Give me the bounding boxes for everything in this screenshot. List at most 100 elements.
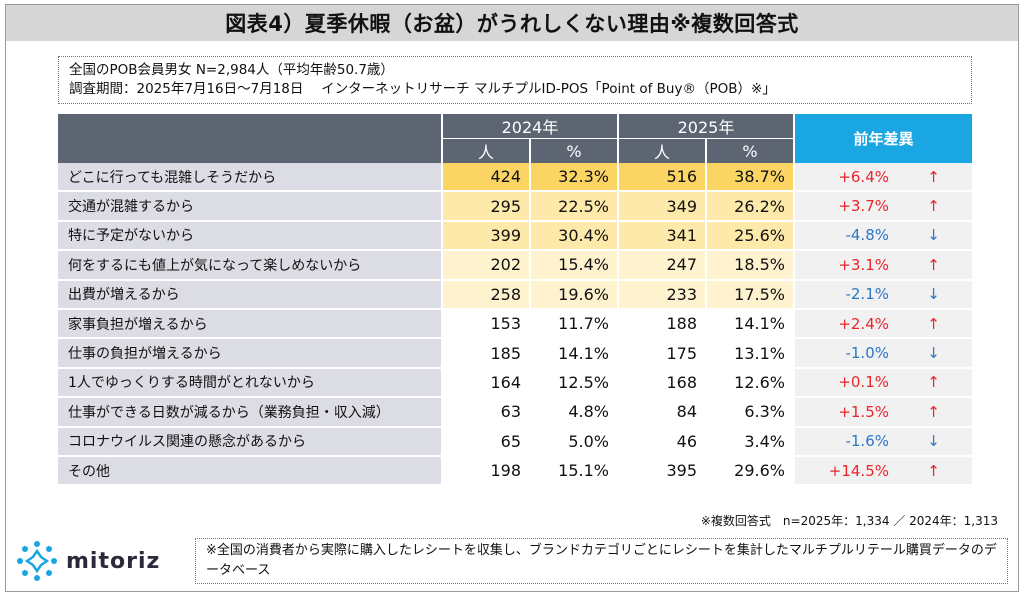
diff-value: +14.5% (795, 456, 895, 487)
mitoriz-logo: mitoriz (16, 540, 160, 582)
count-2024: 153 (443, 309, 531, 340)
count-2024: 202 (443, 251, 531, 281)
count-2024: 185 (443, 339, 531, 369)
arrow-down-icon: ↓ (895, 280, 972, 310)
pct-2024: 15.1% (531, 456, 619, 487)
pct-2025: 18.5% (707, 251, 795, 281)
pct-2025: 26.2% (707, 192, 795, 222)
count-2025: 168 (619, 368, 707, 399)
arrow-up-icon: ↑ (895, 251, 972, 281)
row-label: 家事負担が増えるから (58, 309, 443, 340)
table-row: 仕事の負担が増えるから 185 14.1% 175 13.1% -1.0% ↓ (58, 339, 972, 369)
pct-2025: 29.6% (707, 456, 795, 487)
count-2025: 395 (619, 456, 707, 487)
table-row: どこに行っても混雑しそうだから 424 32.3% 516 38.7% +6.4% ↑ (58, 163, 972, 193)
row-label: 何をするにも値上が気になって楽しめないから (58, 251, 443, 281)
arrow-up-icon: ↑ (895, 456, 972, 487)
pct-2024: 14.1% (531, 339, 619, 369)
header-unit-people-2024: 人 (443, 139, 531, 163)
header-unit-pct-2025: % (707, 139, 795, 163)
diff-value: -2.1% (795, 280, 895, 310)
row-label: 出費が増えるから (58, 280, 443, 310)
count-2025: 46 (619, 427, 707, 457)
table-row: 仕事ができる日数が減るから（業務負担・収入減） 63 4.8% 84 6.3% +1.5%… (58, 398, 972, 428)
row-label: 仕事の負担が増えるから (58, 339, 443, 369)
diff-value: -1.0% (795, 339, 895, 369)
count-2025: 233 (619, 280, 707, 310)
table-row: 出費が増えるから 258 19.6% 233 17.5% -2.1% ↓ (58, 280, 972, 310)
table-body: どこに行っても混雑しそうだから 424 32.3% 516 38.7% +6.4% ↑ 交通が… (58, 163, 972, 487)
count-2024: 198 (443, 456, 531, 487)
count-2025: 516 (619, 163, 707, 193)
survey-info-line-1: 全国のPOB会員男女 N=2,984人（平均年齢50.7歳） (69, 62, 394, 78)
arrow-down-icon: ↓ (895, 339, 972, 369)
diff-value: -1.6% (795, 427, 895, 457)
pct-2024: 4.8% (531, 398, 619, 428)
arrow-up-icon: ↑ (895, 368, 972, 399)
count-2025: 84 (619, 398, 707, 428)
pct-2024: 22.5% (531, 192, 619, 222)
diff-value: +0.1% (795, 368, 895, 399)
pct-2025: 12.6% (707, 368, 795, 399)
table-row: その他 198 15.1% 395 29.6% +14.5% ↑ (58, 456, 972, 487)
count-2024: 258 (443, 280, 531, 310)
table-row: 家事負担が増えるから 153 11.7% 188 14.1% +2.4% ↑ (58, 309, 972, 340)
pct-2025: 25.6% (707, 221, 795, 252)
arrow-up-icon: ↑ (895, 309, 972, 340)
header-year-2024: 2024年 (443, 114, 619, 139)
header-diff: 前年差異 (795, 114, 972, 163)
count-2025: 349 (619, 192, 707, 222)
pct-2025: 38.7% (707, 163, 795, 193)
pct-2024: 11.7% (531, 309, 619, 340)
diff-value: +6.4% (795, 163, 895, 193)
count-2024: 399 (443, 221, 531, 252)
row-label: 特に予定がないから (58, 221, 443, 252)
arrow-up-icon: ↑ (895, 163, 972, 193)
survey-info-line-2: 調査期間：2025年7月16日～7月18日 インターネットリサーチ マルチプルI… (69, 81, 776, 97)
pct-2025: 6.3% (707, 398, 795, 428)
row-label: 1人でゆっくりする時間がとれないから (58, 368, 443, 399)
footnote-box: ※全国の消費者から実際に購入したレシートを収集し、ブランドカテゴリごとにレシート… (195, 538, 1008, 584)
pct-2025: 3.4% (707, 427, 795, 457)
respondent-note: ※複数回答式 n=2025年：1,334 ／ 2024年：1,313 (700, 514, 998, 528)
count-2025: 175 (619, 339, 707, 369)
header-blank (58, 114, 443, 163)
row-label: その他 (58, 456, 443, 487)
diff-value: -4.8% (795, 221, 895, 252)
pct-2024: 19.6% (531, 280, 619, 310)
mitoriz-logo-icon (17, 541, 57, 581)
arrow-down-icon: ↓ (895, 427, 972, 457)
diff-value: +1.5% (795, 398, 895, 428)
survey-info-box: 全国のPOB会員男女 N=2,984人（平均年齢50.7歳） 調査期間：2025… (58, 56, 972, 104)
count-2025: 247 (619, 251, 707, 281)
diff-value: +3.1% (795, 251, 895, 281)
table-row: コロナウイルス関連の懸念があるから 65 5.0% 46 3.4% -1.6% ↓ (58, 427, 972, 457)
title-bar: 図表4）夏季休暇（お盆）がうれしくない理由※複数回答式 (6, 5, 1018, 41)
count-2025: 341 (619, 221, 707, 252)
pct-2025: 17.5% (707, 280, 795, 310)
arrow-down-icon: ↓ (895, 221, 972, 252)
count-2024: 295 (443, 192, 531, 222)
row-label: どこに行っても混雑しそうだから (58, 163, 443, 193)
count-2024: 164 (443, 368, 531, 399)
count-2024: 424 (443, 163, 531, 193)
footnote-text: ※全国の消費者から実際に購入したレシートを収集し、ブランドカテゴリごとにレシート… (206, 543, 997, 578)
row-label: 交通が混雑するから (58, 192, 443, 222)
pct-2024: 5.0% (531, 427, 619, 457)
arrow-up-icon: ↑ (895, 398, 972, 428)
header-year-2025: 2025年 (619, 114, 795, 139)
pct-2024: 15.4% (531, 251, 619, 281)
pct-2025: 14.1% (707, 309, 795, 340)
pct-2024: 30.4% (531, 221, 619, 252)
pct-2025: 13.1% (707, 339, 795, 369)
header-unit-people-2025: 人 (619, 139, 707, 163)
reasons-table: 2024年 2025年 前年差異 人 % 人 % どこに行っても混雑しそうだから… (58, 114, 972, 487)
table-row: 1人でゆっくりする時間がとれないから 164 12.5% 168 12.6% +0.1% ↑ (58, 368, 972, 399)
count-2024: 65 (443, 427, 531, 457)
logo-text: mitoriz (66, 548, 161, 574)
count-2025: 188 (619, 309, 707, 340)
count-2024: 63 (443, 398, 531, 428)
row-label: 仕事ができる日数が減るから（業務負担・収入減） (58, 398, 443, 428)
diff-value: +3.7% (795, 192, 895, 222)
table-row: 何をするにも値上が気になって楽しめないから 202 15.4% 247 18.5% +3.… (58, 251, 972, 281)
